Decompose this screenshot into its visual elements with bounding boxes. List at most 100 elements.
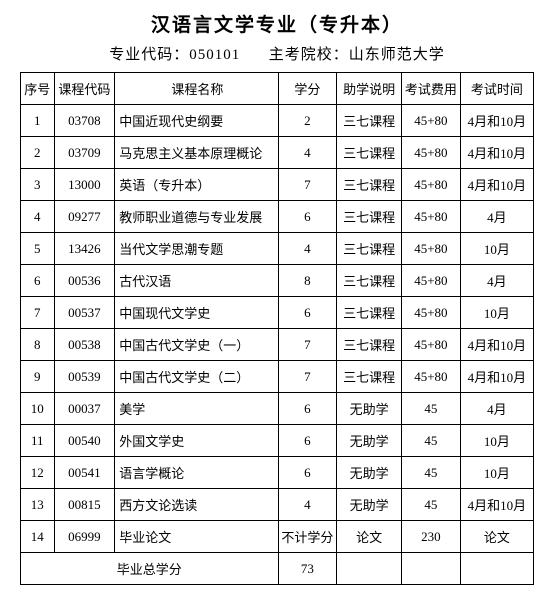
col-seq: 序号 bbox=[21, 73, 55, 105]
cell-code: 00037 bbox=[54, 393, 115, 425]
cell-credit: 7 bbox=[278, 329, 337, 361]
cell-name: 英语（专升本） bbox=[115, 169, 278, 201]
cell-time: 10月 bbox=[460, 425, 533, 457]
cell-seq: 1 bbox=[21, 105, 55, 137]
cell-credit: 不计学分 bbox=[278, 521, 337, 553]
col-fee: 考试费用 bbox=[402, 73, 461, 105]
cell-code: 06999 bbox=[54, 521, 115, 553]
cell-name: 中国现代文学史 bbox=[115, 297, 278, 329]
major-code-label: 专业代码： bbox=[109, 47, 189, 63]
cell-fee: 45 bbox=[402, 457, 461, 489]
cell-credit: 4 bbox=[278, 489, 337, 521]
cell-fee: 45+80 bbox=[402, 265, 461, 297]
cell-assist: 三七课程 bbox=[337, 361, 402, 393]
cell-fee: 45 bbox=[402, 393, 461, 425]
cell-name: 中国古代文学史（一） bbox=[115, 329, 278, 361]
cell-code: 03709 bbox=[54, 137, 115, 169]
cell-assist: 三七课程 bbox=[337, 233, 402, 265]
cell-time: 10月 bbox=[460, 233, 533, 265]
cell-code: 00538 bbox=[54, 329, 115, 361]
cell-assist: 无助学 bbox=[337, 489, 402, 521]
cell-time: 4月和10月 bbox=[460, 169, 533, 201]
cell-fee: 45+80 bbox=[402, 105, 461, 137]
cell-fee: 45+80 bbox=[402, 169, 461, 201]
table-row: 313000英语（专升本）7三七课程45+804月和10月 bbox=[21, 169, 534, 201]
cell-assist: 三七课程 bbox=[337, 105, 402, 137]
table-row: 700537中国现代文学史6三七课程45+8010月 bbox=[21, 297, 534, 329]
course-table: 序号 课程代码 课程名称 学分 助学说明 考试费用 考试时间 103708中国近… bbox=[20, 72, 534, 585]
cell-code: 00540 bbox=[54, 425, 115, 457]
table-header-row: 序号 课程代码 课程名称 学分 助学说明 考试费用 考试时间 bbox=[21, 73, 534, 105]
cell-name: 马克思主义基本原理概论 bbox=[115, 137, 278, 169]
col-time: 考试时间 bbox=[460, 73, 533, 105]
cell-seq: 4 bbox=[21, 201, 55, 233]
cell-time: 4月和10月 bbox=[460, 361, 533, 393]
cell-name: 西方文论选读 bbox=[115, 489, 278, 521]
table-row: 1000037美学6无助学454月 bbox=[21, 393, 534, 425]
cell-assist: 三七课程 bbox=[337, 169, 402, 201]
footer-empty bbox=[337, 553, 402, 585]
col-code: 课程代码 bbox=[54, 73, 115, 105]
cell-assist: 三七课程 bbox=[337, 265, 402, 297]
cell-name: 教师职业道德与专业发展 bbox=[115, 201, 278, 233]
cell-code: 00541 bbox=[54, 457, 115, 489]
cell-time: 4月和10月 bbox=[460, 329, 533, 361]
cell-assist: 无助学 bbox=[337, 393, 402, 425]
table-row: 409277教师职业道德与专业发展6三七课程45+804月 bbox=[21, 201, 534, 233]
cell-fee: 45 bbox=[402, 489, 461, 521]
cell-fee: 45+80 bbox=[402, 201, 461, 233]
table-row: 513426当代文学思潮专题4三七课程45+8010月 bbox=[21, 233, 534, 265]
cell-assist: 三七课程 bbox=[337, 297, 402, 329]
cell-fee: 45+80 bbox=[402, 329, 461, 361]
cell-name: 中国古代文学史（二） bbox=[115, 361, 278, 393]
cell-credit: 4 bbox=[278, 233, 337, 265]
cell-fee: 45 bbox=[402, 425, 461, 457]
table-row: 1200541语言学概论6无助学4510月 bbox=[21, 457, 534, 489]
cell-fee: 230 bbox=[402, 521, 461, 553]
table-row: 1406999毕业论文不计学分论文230论文 bbox=[21, 521, 534, 553]
cell-time: 10月 bbox=[460, 457, 533, 489]
cell-fee: 45+80 bbox=[402, 137, 461, 169]
cell-name: 毕业论文 bbox=[115, 521, 278, 553]
cell-assist: 论文 bbox=[337, 521, 402, 553]
cell-fee: 45+80 bbox=[402, 233, 461, 265]
cell-assist: 三七课程 bbox=[337, 329, 402, 361]
cell-code: 00536 bbox=[54, 265, 115, 297]
cell-name: 外国文学史 bbox=[115, 425, 278, 457]
cell-credit: 2 bbox=[278, 105, 337, 137]
col-assist: 助学说明 bbox=[337, 73, 402, 105]
cell-credit: 6 bbox=[278, 425, 337, 457]
cell-time: 4月 bbox=[460, 265, 533, 297]
cell-credit: 4 bbox=[278, 137, 337, 169]
cell-time: 4月和10月 bbox=[460, 105, 533, 137]
cell-time: 4月和10月 bbox=[460, 137, 533, 169]
table-row: 103708中国近现代史纲要2三七课程45+804月和10月 bbox=[21, 105, 534, 137]
cell-name: 当代文学思潮专题 bbox=[115, 233, 278, 265]
cell-seq: 6 bbox=[21, 265, 55, 297]
major-code: 050101 bbox=[189, 47, 240, 63]
cell-credit: 6 bbox=[278, 297, 337, 329]
cell-name: 语言学概论 bbox=[115, 457, 278, 489]
cell-time: 论文 bbox=[460, 521, 533, 553]
cell-code: 13426 bbox=[54, 233, 115, 265]
col-credit: 学分 bbox=[278, 73, 337, 105]
cell-seq: 2 bbox=[21, 137, 55, 169]
page-title: 汉语言文学专业（专升本） bbox=[20, 10, 534, 37]
cell-credit: 6 bbox=[278, 457, 337, 489]
cell-code: 00537 bbox=[54, 297, 115, 329]
cell-assist: 无助学 bbox=[337, 425, 402, 457]
cell-credit: 7 bbox=[278, 169, 337, 201]
cell-seq: 13 bbox=[21, 489, 55, 521]
cell-seq: 11 bbox=[21, 425, 55, 457]
col-name: 课程名称 bbox=[115, 73, 278, 105]
page-subtitle: 专业代码：050101 主考院校：山东师范大学 bbox=[20, 43, 534, 64]
cell-code: 09277 bbox=[54, 201, 115, 233]
cell-credit: 8 bbox=[278, 265, 337, 297]
table-footer-row: 毕业总学分 73 bbox=[21, 553, 534, 585]
footer-empty bbox=[402, 553, 461, 585]
cell-name: 中国近现代史纲要 bbox=[115, 105, 278, 137]
cell-credit: 6 bbox=[278, 201, 337, 233]
cell-seq: 9 bbox=[21, 361, 55, 393]
cell-fee: 45+80 bbox=[402, 297, 461, 329]
school-name: 山东师范大学 bbox=[349, 47, 445, 63]
